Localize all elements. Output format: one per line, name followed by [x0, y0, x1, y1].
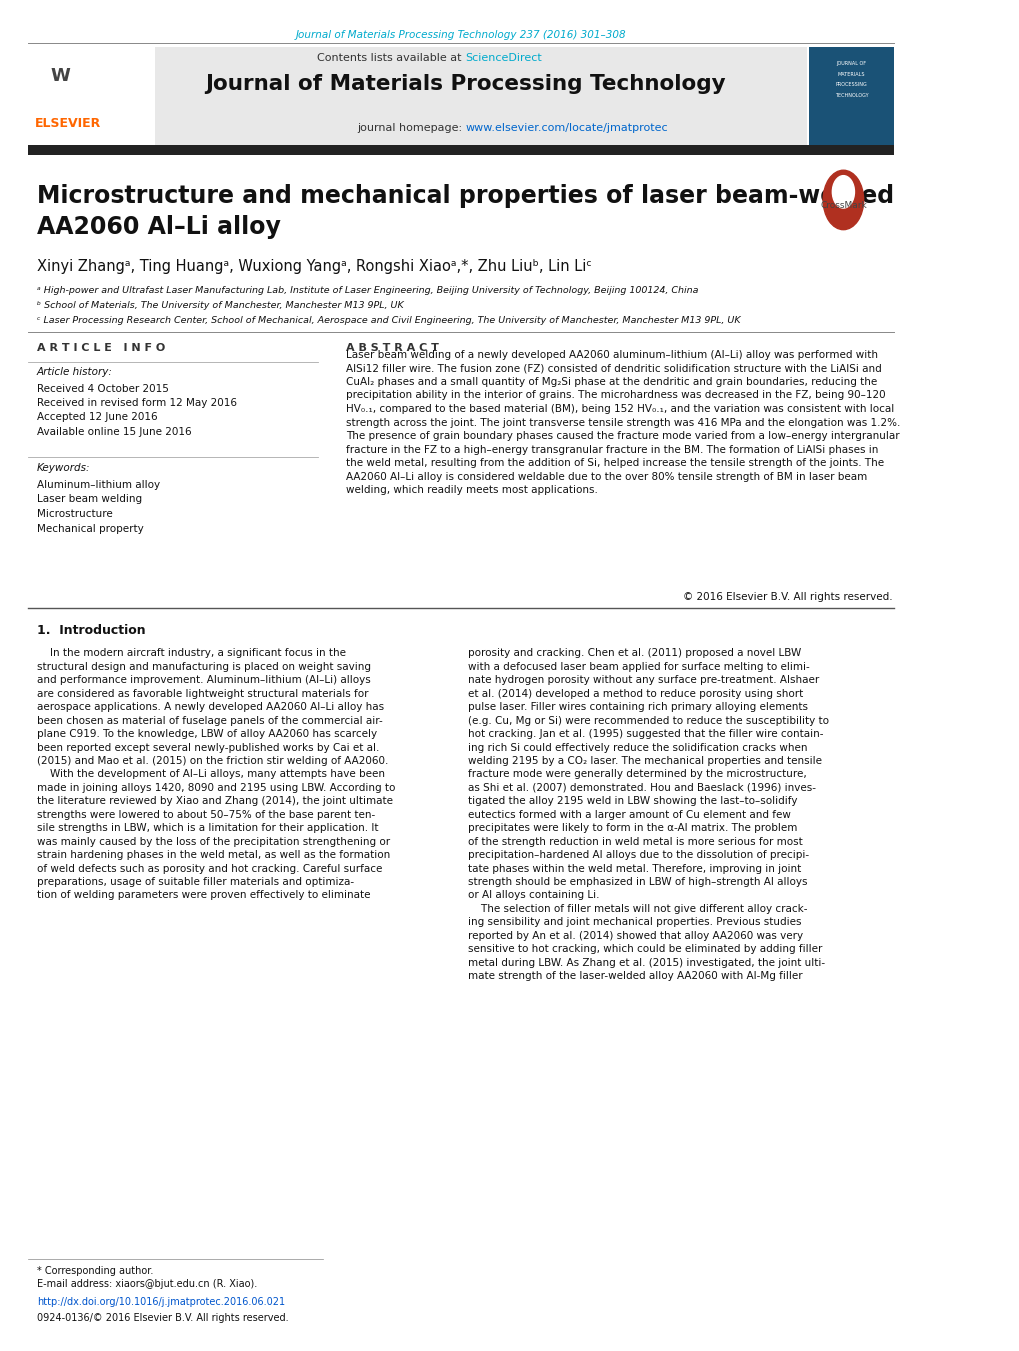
Text: porosity and cracking. Chen et al. (2011) proposed a novel LBW
with a defocused : porosity and cracking. Chen et al. (2011…	[468, 648, 828, 981]
Text: ELSEVIER: ELSEVIER	[35, 116, 101, 130]
Text: Journal of Materials Processing Technology 237 (2016) 301–308: Journal of Materials Processing Technolo…	[296, 30, 626, 39]
Text: Received 4 October 2015
Received in revised form 12 May 2016
Accepted 12 June 20: Received 4 October 2015 Received in revi…	[37, 384, 236, 436]
Text: Aluminum–lithium alloy
Laser beam welding
Microstructure
Mechanical property: Aluminum–lithium alloy Laser beam weldin…	[37, 480, 160, 534]
FancyBboxPatch shape	[28, 47, 806, 145]
Text: ᵇ School of Materials, The University of Manchester, Manchester M13 9PL, UK: ᵇ School of Materials, The University of…	[37, 301, 404, 311]
Text: * Corresponding author.: * Corresponding author.	[37, 1266, 153, 1275]
Text: Laser beam welding of a newly developed AA2060 aluminum–lithium (Al–Li) alloy wa: Laser beam welding of a newly developed …	[345, 350, 899, 494]
Text: journal homepage:: journal homepage:	[357, 123, 465, 132]
Text: W: W	[51, 66, 70, 85]
Text: ScienceDirect: ScienceDirect	[465, 53, 542, 62]
Text: CrossMark: CrossMark	[819, 201, 866, 211]
Text: Article history:: Article history:	[37, 367, 113, 377]
Text: ᶜ Laser Processing Research Center, School of Mechanical, Aerospace and Civil En: ᶜ Laser Processing Research Center, Scho…	[37, 316, 740, 326]
FancyBboxPatch shape	[28, 145, 894, 155]
Text: Keywords:: Keywords:	[37, 463, 91, 473]
Text: A R T I C L E   I N F O: A R T I C L E I N F O	[37, 343, 165, 353]
Text: MATERIALS: MATERIALS	[838, 72, 864, 77]
Text: JOURNAL OF: JOURNAL OF	[836, 61, 866, 66]
FancyBboxPatch shape	[28, 47, 155, 145]
Text: PROCESSING: PROCESSING	[835, 82, 867, 88]
Text: ᵃ High-power and Ultrafast Laser Manufacturing Lab, Institute of Laser Engineeri: ᵃ High-power and Ultrafast Laser Manufac…	[37, 286, 698, 296]
Circle shape	[832, 176, 854, 208]
FancyBboxPatch shape	[808, 47, 894, 145]
Text: 0924-0136/© 2016 Elsevier B.V. All rights reserved.: 0924-0136/© 2016 Elsevier B.V. All right…	[37, 1313, 288, 1323]
Text: Contents lists available at: Contents lists available at	[317, 53, 465, 62]
Text: www.elsevier.com/locate/jmatprotec: www.elsevier.com/locate/jmatprotec	[465, 123, 667, 132]
Text: Microstructure and mechanical properties of laser beam-welded
AA2060 Al–Li alloy: Microstructure and mechanical properties…	[37, 184, 893, 239]
Text: Xinyi Zhangᵃ, Ting Huangᵃ, Wuxiong Yangᵃ, Rongshi Xiaoᵃ,*, Zhu Liuᵇ, Lin Liᶜ: Xinyi Zhangᵃ, Ting Huangᵃ, Wuxiong Yangᵃ…	[37, 259, 591, 274]
Text: In the modern aircraft industry, a significant focus in the
structural design an: In the modern aircraft industry, a signi…	[37, 648, 394, 900]
Circle shape	[822, 170, 863, 230]
Text: 1.  Introduction: 1. Introduction	[37, 624, 146, 638]
Text: © 2016 Elsevier B.V. All rights reserved.: © 2016 Elsevier B.V. All rights reserved…	[682, 592, 892, 601]
Text: http://dx.doi.org/10.1016/j.jmatprotec.2016.06.021: http://dx.doi.org/10.1016/j.jmatprotec.2…	[37, 1297, 284, 1306]
Text: A B S T R A C T: A B S T R A C T	[345, 343, 438, 353]
Text: E-mail address: xiaors@bjut.edu.cn (R. Xiao).: E-mail address: xiaors@bjut.edu.cn (R. X…	[37, 1279, 257, 1289]
Text: TECHNOLOGY: TECHNOLOGY	[835, 93, 867, 99]
Text: Journal of Materials Processing Technology: Journal of Materials Processing Technolo…	[205, 74, 726, 95]
